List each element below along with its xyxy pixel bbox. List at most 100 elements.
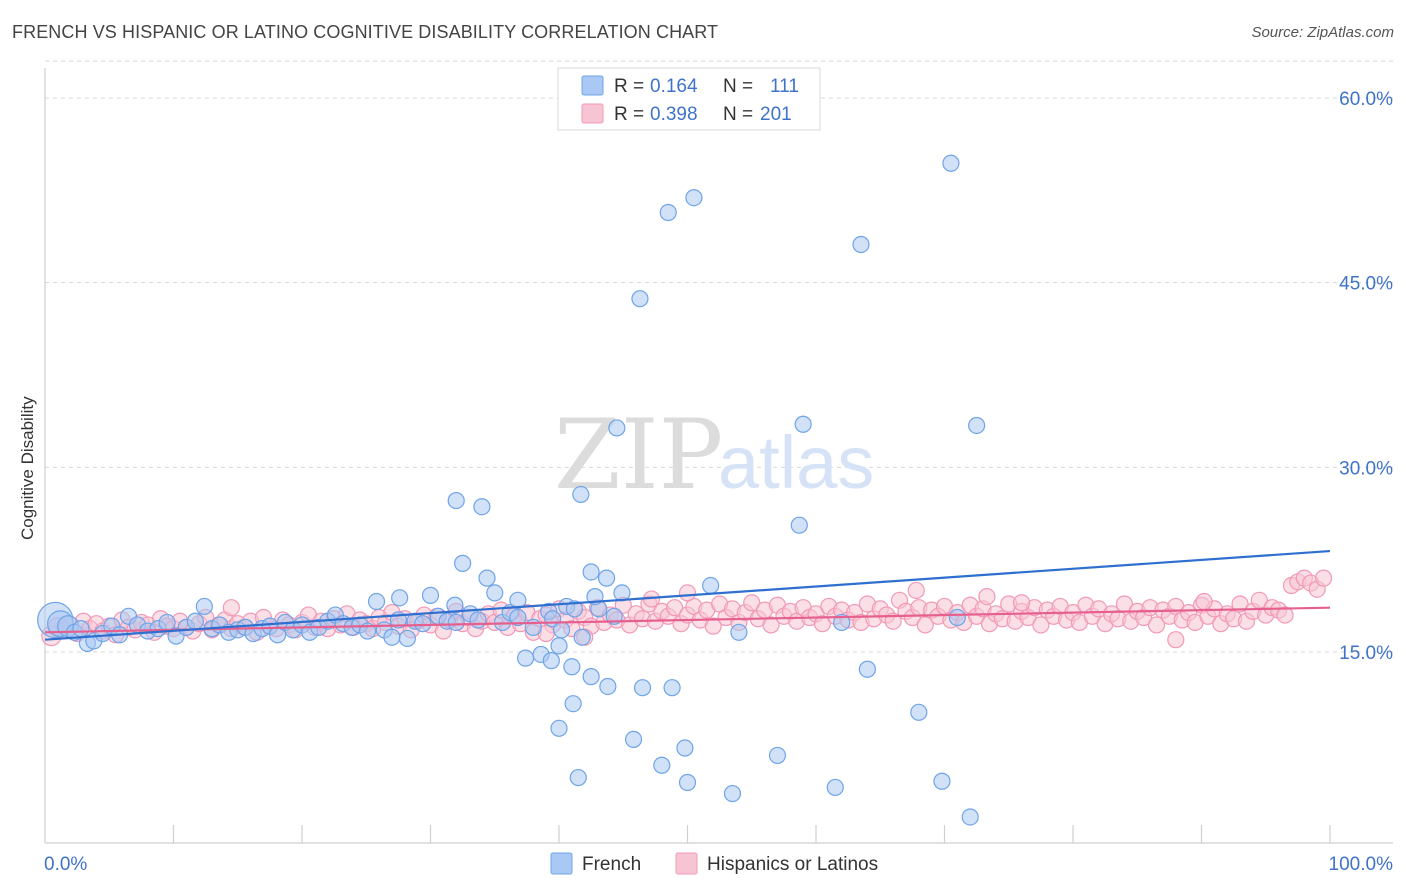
hispanic-point (666, 599, 684, 617)
french-point (421, 586, 440, 604)
x-tick-label-min: 0.0% (44, 854, 87, 875)
french-point (852, 235, 870, 254)
y-tick-label: 15.0% (1339, 643, 1393, 664)
french-point (454, 554, 472, 572)
french-point (968, 416, 986, 435)
french-point (582, 563, 600, 581)
hispanic-n-label: N = (723, 104, 753, 125)
hispanic-point (907, 581, 925, 600)
source-credit: Source: ZipAtlas.com (1251, 24, 1394, 41)
french-point (624, 730, 643, 749)
chart-title: FRENCH VS HISPANIC OR LATINO COGNITIVE D… (12, 22, 719, 42)
y-tick-label: 60.0% (1339, 89, 1393, 110)
french-point (469, 611, 487, 629)
french-point (730, 623, 748, 641)
french-point (723, 784, 742, 803)
french-point (597, 569, 616, 587)
french-point (599, 677, 617, 696)
french-point (948, 608, 966, 627)
french-point (582, 668, 600, 686)
french-swatch (581, 75, 604, 96)
hispanic-point (222, 599, 240, 617)
french-point (659, 203, 677, 222)
french-n-value: 111 (770, 76, 799, 97)
french-point (663, 679, 681, 697)
french-point (768, 746, 787, 765)
french-point (186, 612, 204, 630)
french-point (565, 600, 584, 618)
hispanic-point (704, 617, 722, 635)
french-point (685, 189, 703, 207)
french-point (608, 419, 626, 437)
french-point (550, 719, 568, 737)
french-point (794, 415, 812, 433)
french-point (446, 596, 464, 614)
legend-series: French Hispanics or Latinos (550, 852, 878, 875)
hispanic-point (1032, 616, 1050, 634)
french-point (486, 584, 504, 602)
legend-french-swatch (550, 852, 573, 875)
hispanic-point (1314, 569, 1333, 587)
y-tick-label: 30.0% (1339, 458, 1393, 479)
french-n-label: N = (723, 76, 753, 97)
french-point (790, 516, 808, 534)
hispanic-n-value: 201 (760, 104, 792, 125)
legend-hispanic-swatch (675, 852, 698, 875)
hispanic-point (1195, 592, 1213, 611)
french-point (933, 772, 951, 790)
french-point (367, 592, 386, 611)
hispanic-point (1231, 595, 1249, 613)
french-point (447, 613, 465, 632)
x-tick-labels: 0.0% 100.0% (44, 854, 1393, 875)
legend-hispanic-label: Hispanics or Latinos (707, 854, 878, 875)
french-r-value: 0.164 (650, 76, 698, 97)
french-point (478, 569, 496, 587)
hispanic-point (678, 584, 697, 602)
hispanic-r-value: 0.398 (650, 104, 698, 125)
y-tick-label: 45.0% (1339, 274, 1393, 295)
french-point (910, 703, 928, 721)
french-point (653, 756, 671, 774)
french-point (676, 739, 694, 757)
hispanic-point (916, 616, 934, 634)
french-point (942, 154, 960, 172)
hispanic-point (743, 594, 761, 612)
french-point (572, 485, 590, 504)
french-point (633, 679, 652, 697)
french-point (702, 576, 720, 595)
french-point (564, 695, 582, 713)
french-point (398, 629, 416, 648)
french-r-label: R = (614, 76, 644, 97)
hispanic-point (1012, 594, 1031, 612)
french-point (569, 768, 587, 787)
y-tick-labels: 15.0% 30.0% 45.0% 60.0% (1339, 89, 1393, 664)
french-point (414, 615, 432, 633)
hispanic-point (1167, 631, 1185, 649)
x-axis-ticks (172, 825, 1331, 843)
french-point (961, 808, 979, 826)
french-point (72, 620, 90, 638)
hispanic-point (1147, 616, 1166, 634)
hispanic-point (978, 587, 996, 606)
french-point (195, 597, 213, 616)
french-point (573, 628, 591, 646)
french-point (563, 658, 581, 676)
axes (44, 68, 1393, 844)
french-point (631, 290, 649, 308)
french-point (858, 660, 877, 678)
french-point (678, 773, 697, 792)
legend-stats: R = 0.164 N = 111 R = 0.398 N = 201 (557, 67, 821, 131)
french-trend-line (44, 549, 1331, 641)
hispanic-point (813, 615, 832, 633)
french-point (552, 621, 571, 639)
hispanic-point (1276, 606, 1294, 624)
legend-french-label: French (582, 854, 641, 875)
french-point (158, 613, 176, 632)
french-point (826, 778, 844, 797)
french-point (833, 613, 851, 632)
french-point (509, 608, 527, 627)
hispanic-swatch (581, 103, 604, 124)
french-point (383, 628, 401, 646)
french-point (473, 498, 491, 516)
